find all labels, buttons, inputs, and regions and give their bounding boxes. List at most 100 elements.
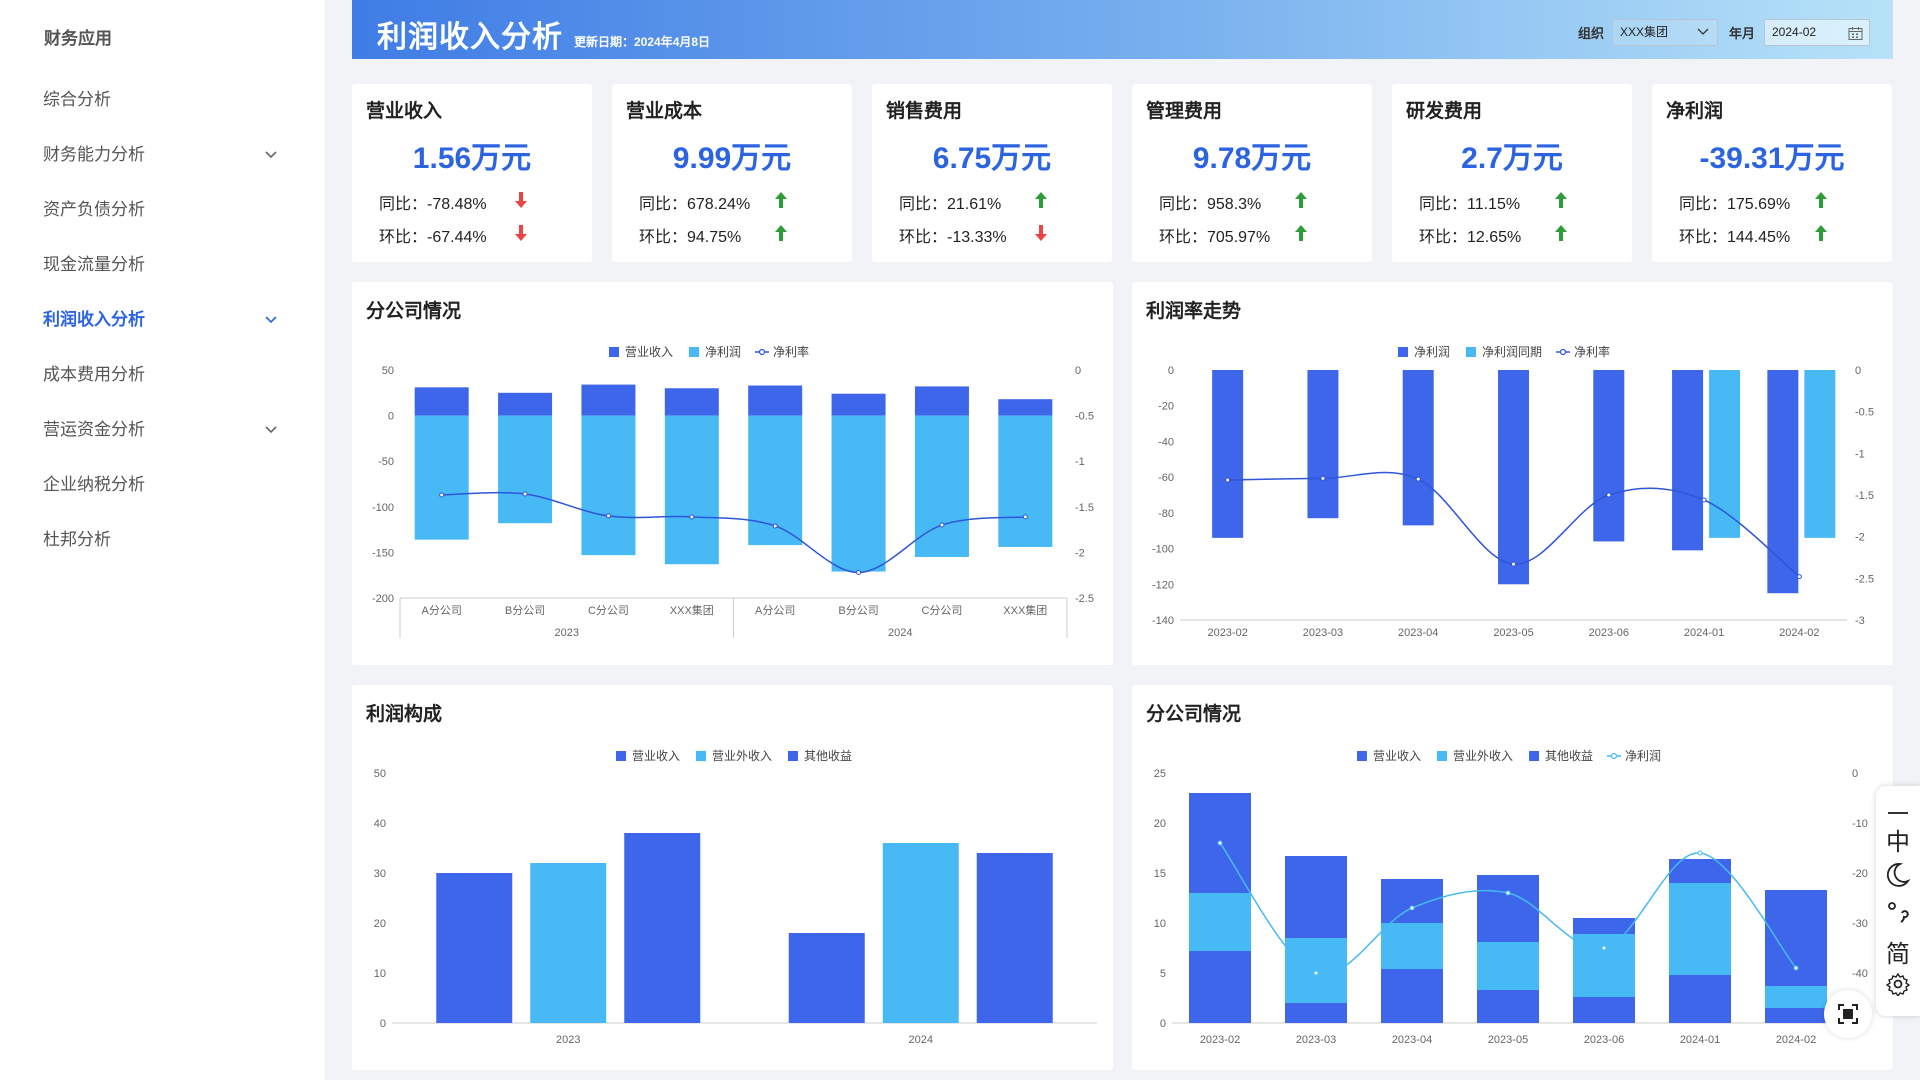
kpi-yoy: 同比：11.15%	[1419, 196, 1521, 213]
ime-chinese-toggle[interactable]: 中	[1886, 829, 1910, 856]
fullscreen-button[interactable]	[1824, 990, 1872, 1038]
ime-simplified-toggle[interactable]: 简	[1886, 941, 1910, 968]
kpi-mom: 环比：12.65%	[1419, 229, 1522, 246]
sidebar-item-label: 成本费用分析	[43, 365, 145, 384]
net-profit-point	[1793, 965, 1799, 971]
x-tick-label: 2023-05	[1488, 1034, 1528, 1046]
sidebar-item[interactable]: 财务能力分析	[0, 135, 325, 190]
chevron-down-icon[interactable]	[264, 148, 278, 162]
chevron-down-icon[interactable]	[264, 423, 278, 437]
legend-swatch	[609, 347, 619, 357]
y2-tick-label: 0	[1852, 768, 1858, 780]
bar-net-profit	[664, 415, 719, 565]
kpi-card: 研发费用 2.7万元 同比：11.15% 环比：12.65%	[1392, 84, 1632, 262]
bar-net-profit	[831, 415, 886, 572]
x-tick-label: 2023-04	[1392, 1034, 1432, 1046]
app-title: 财务应用	[44, 29, 112, 48]
chevron-down-icon[interactable]	[264, 313, 278, 327]
y-tick-label: -100	[372, 502, 394, 514]
sidebar-item[interactable]: 成本费用分析	[0, 355, 325, 410]
x-tick-label: 2024	[909, 1034, 933, 1046]
legend-label: 营业收入	[625, 345, 673, 359]
stack-segment-1	[1381, 923, 1443, 969]
kpi-yoy: 同比：175.69%	[1679, 196, 1791, 213]
panel-title: 分公司情况	[366, 301, 462, 322]
sidebar-item-label: 利润收入分析	[43, 310, 145, 329]
bar-net-profit	[1402, 370, 1434, 526]
kpi-value: 9.78万元	[1192, 142, 1312, 175]
bar-revenue	[914, 386, 969, 416]
legend-swatch	[689, 347, 699, 357]
stack-segment-2	[1381, 879, 1443, 923]
stack-segment-0	[1669, 975, 1731, 1023]
sidebar-item[interactable]: 杜邦分析	[0, 520, 325, 575]
sidebar-item[interactable]: 企业纳税分析	[0, 465, 325, 520]
kpi-value: 9.99万元	[672, 142, 792, 175]
arrow-up-icon	[1555, 225, 1567, 241]
kpi-title: 营业成本	[626, 101, 703, 122]
bar-net-profit-prior	[1804, 370, 1836, 538]
x-tick-label: C分公司	[921, 604, 962, 617]
sidebar-item[interactable]: 利润收入分析	[0, 300, 325, 355]
y-tick-label: 15	[1154, 868, 1166, 880]
kpi-title: 管理费用	[1146, 101, 1223, 122]
y-tick-label: 0	[380, 1018, 386, 1030]
arrow-down-icon	[515, 192, 527, 208]
y-tick-label: 0	[1168, 365, 1174, 377]
arrow-up-icon	[1295, 192, 1307, 208]
legend-swatch	[696, 751, 706, 761]
net-margin-line	[441, 491, 1026, 574]
sidebar-item[interactable]: 现金流量分析	[0, 245, 325, 300]
net-margin-point	[856, 569, 862, 575]
sidebar-item[interactable]: 资产负债分析	[0, 190, 325, 245]
month-picker[interactable]: 2024-02	[1764, 19, 1870, 46]
y2-tick-label: -40	[1852, 968, 1868, 980]
bar-revenue	[998, 399, 1053, 416]
sidebar-item-label: 资产负债分析	[43, 200, 145, 219]
x-tick-label: 2023-02	[1200, 1034, 1240, 1046]
arrow-up-icon	[1035, 192, 1047, 208]
x-tick-label: 2023-03	[1303, 627, 1343, 639]
net-margin-point	[1606, 492, 1612, 498]
sidebar-item-label: 综合分析	[43, 90, 111, 109]
kpi-card: 净利润 -39.31万元 同比：175.69% 环比：144.45%	[1652, 84, 1892, 262]
x-tick-label: 2023-06	[1589, 627, 1629, 639]
bar-revenue	[498, 392, 553, 416]
kpi-card: 管理费用 9.78万元 同比：958.3% 环比：705.97%	[1132, 84, 1372, 262]
kpi-value: 6.75万元	[932, 142, 1052, 175]
x-tick-label: XXX集团	[670, 603, 714, 617]
x-tick-label: 2024-01	[1680, 1034, 1720, 1046]
stack-segment-1	[1669, 883, 1731, 975]
sidebar-item[interactable]: 营运资金分析	[0, 410, 325, 465]
y-tick-label: 30	[374, 868, 386, 880]
bar-net-profit	[1212, 370, 1244, 538]
y-tick-label: -50	[378, 456, 394, 468]
stack-segment-0	[1189, 951, 1251, 1023]
gear-icon[interactable]	[1876, 972, 1920, 1003]
sidebar-item-label: 财务能力分析	[43, 145, 145, 164]
bar-revenue	[581, 384, 636, 416]
punctuation-icon[interactable]	[1876, 900, 1920, 931]
y-tick-label: -20	[1158, 401, 1174, 413]
moon-icon[interactable]	[1876, 862, 1920, 895]
stack-segment-1	[1477, 942, 1539, 990]
stack-segment-1	[1189, 893, 1251, 951]
y-tick-label: -100	[1152, 544, 1174, 556]
y2-tick-label: -1.5	[1075, 502, 1094, 514]
sidebar-item[interactable]: 综合分析	[0, 80, 325, 135]
org-select[interactable]: XXX集团	[1612, 19, 1718, 46]
y2-tick-label: 0	[1855, 365, 1861, 377]
bar-net-profit	[498, 415, 553, 524]
kpi-card: 营业收入 1.56万元 同比：-78.48% 环比：-67.44%	[352, 84, 592, 262]
y-tick-label: -200	[372, 593, 394, 605]
bar-revenue	[664, 388, 719, 416]
y-tick-label: 0	[388, 411, 394, 423]
minimize-icon[interactable]	[1876, 794, 1920, 814]
x-tick-label: XXX集团	[1003, 603, 1047, 617]
y2-tick-label: -2.5	[1855, 573, 1874, 585]
net-margin-point	[1796, 574, 1802, 580]
bar-2	[624, 833, 701, 1023]
y-tick-label: 0	[1160, 1018, 1166, 1030]
x-tick-label: C分公司	[588, 604, 629, 617]
net-margin-point	[522, 491, 528, 497]
